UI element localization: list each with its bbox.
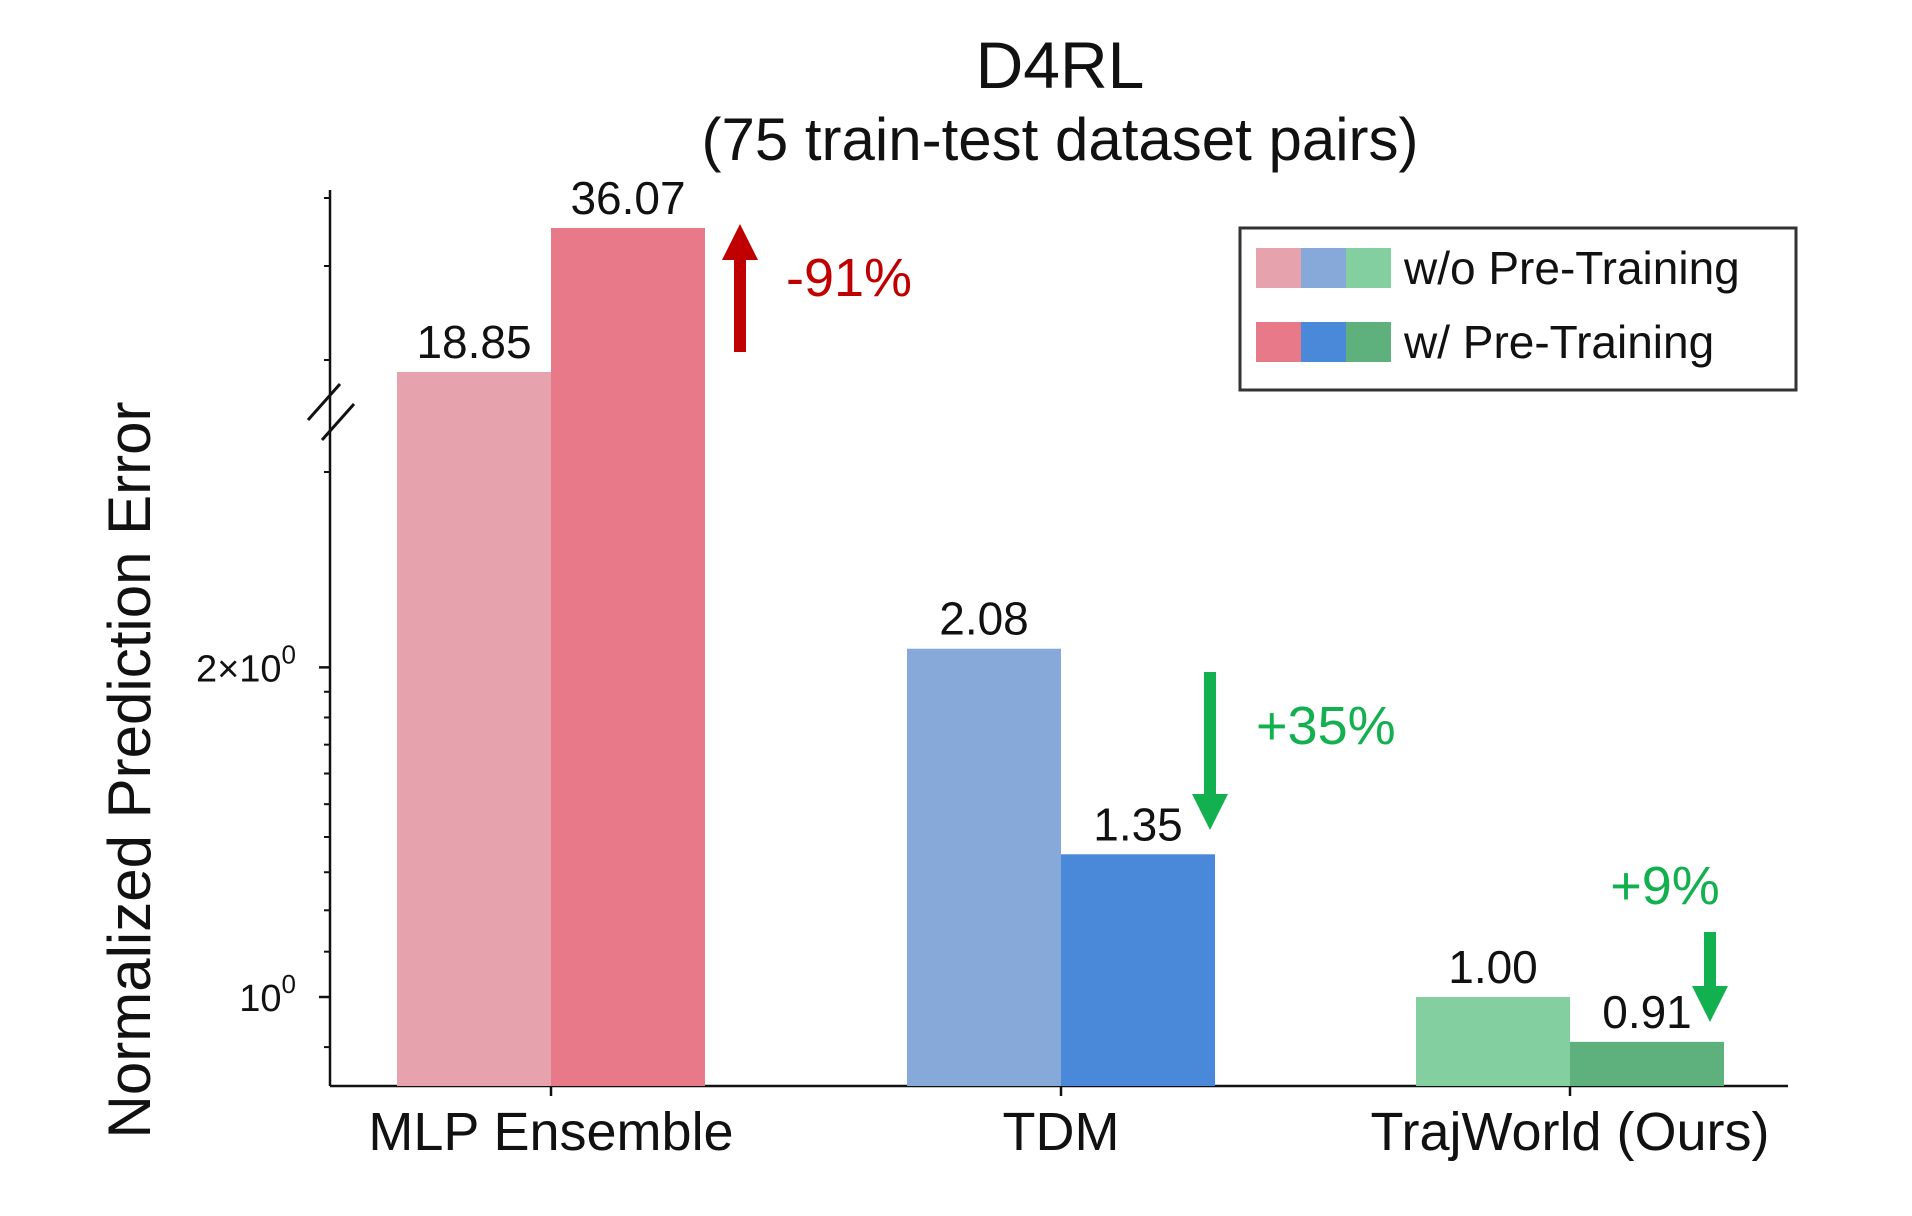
percent-change-label: +35% bbox=[1256, 696, 1396, 756]
value-labels: 18.85 36.07 2.08 1.35 1.00 0.91 bbox=[416, 172, 1691, 1038]
chart-subtitle: (75 train-test dataset pairs) bbox=[702, 106, 1419, 173]
legend-swatch bbox=[1346, 248, 1391, 288]
y-ticks: 100 2×100 bbox=[196, 639, 330, 1020]
minor-ticks bbox=[324, 197, 330, 1049]
bar-value-label: 0.91 bbox=[1602, 986, 1692, 1038]
legend-swatch bbox=[1301, 248, 1346, 288]
bar bbox=[551, 228, 705, 1086]
bar bbox=[397, 372, 551, 1086]
bar bbox=[1061, 854, 1215, 1086]
arrow-up-icon bbox=[734, 258, 746, 352]
arrow-down-icon bbox=[1692, 986, 1728, 1022]
x-ticks: MLP Ensemble TDM TrajWorld (Ours) bbox=[368, 1086, 1770, 1162]
legend: w/o Pre-Training w/ Pre-Training bbox=[1238, 226, 1798, 392]
arrow-down-icon bbox=[1192, 794, 1228, 830]
y-tick-label: 2×100 bbox=[196, 639, 296, 690]
bars bbox=[397, 228, 1724, 1086]
legend-swatch bbox=[1301, 322, 1346, 362]
y-axis-label: Normalized Prediction Error bbox=[96, 402, 163, 1139]
percent-change-label: -91% bbox=[786, 248, 912, 308]
bar bbox=[1416, 997, 1570, 1086]
x-tick-label: TDM bbox=[1003, 1102, 1120, 1162]
y-tick-label: 100 bbox=[239, 969, 296, 1020]
arrow-down-icon bbox=[1204, 672, 1216, 796]
bar-value-label: 1.35 bbox=[1093, 798, 1183, 850]
legend-swatch bbox=[1346, 322, 1391, 362]
axis-break-mark bbox=[306, 383, 342, 421]
legend-swatch bbox=[1256, 248, 1301, 288]
bar bbox=[1570, 1041, 1724, 1086]
x-tick-label: TrajWorld (Ours) bbox=[1370, 1102, 1769, 1162]
bar-value-label: 36.07 bbox=[570, 172, 685, 224]
bar bbox=[907, 648, 1061, 1086]
bar-value-label: 1.00 bbox=[1448, 941, 1538, 993]
x-tick-label: MLP Ensemble bbox=[368, 1102, 733, 1162]
percent-change-label: +9% bbox=[1610, 856, 1720, 916]
axis-break-mark bbox=[320, 403, 356, 441]
legend-label: w/ Pre-Training bbox=[1403, 316, 1714, 368]
legend-label: w/o Pre-Training bbox=[1403, 242, 1740, 294]
bar-value-label: 2.08 bbox=[939, 593, 1029, 645]
arrow-up-icon bbox=[722, 224, 758, 260]
annotations: -91% +35% +9% bbox=[722, 224, 1728, 1022]
legend-swatch bbox=[1256, 322, 1301, 362]
arrow-down-icon bbox=[1704, 932, 1716, 988]
chart-title: D4RL bbox=[976, 28, 1145, 102]
bar-value-label: 18.85 bbox=[416, 316, 531, 368]
